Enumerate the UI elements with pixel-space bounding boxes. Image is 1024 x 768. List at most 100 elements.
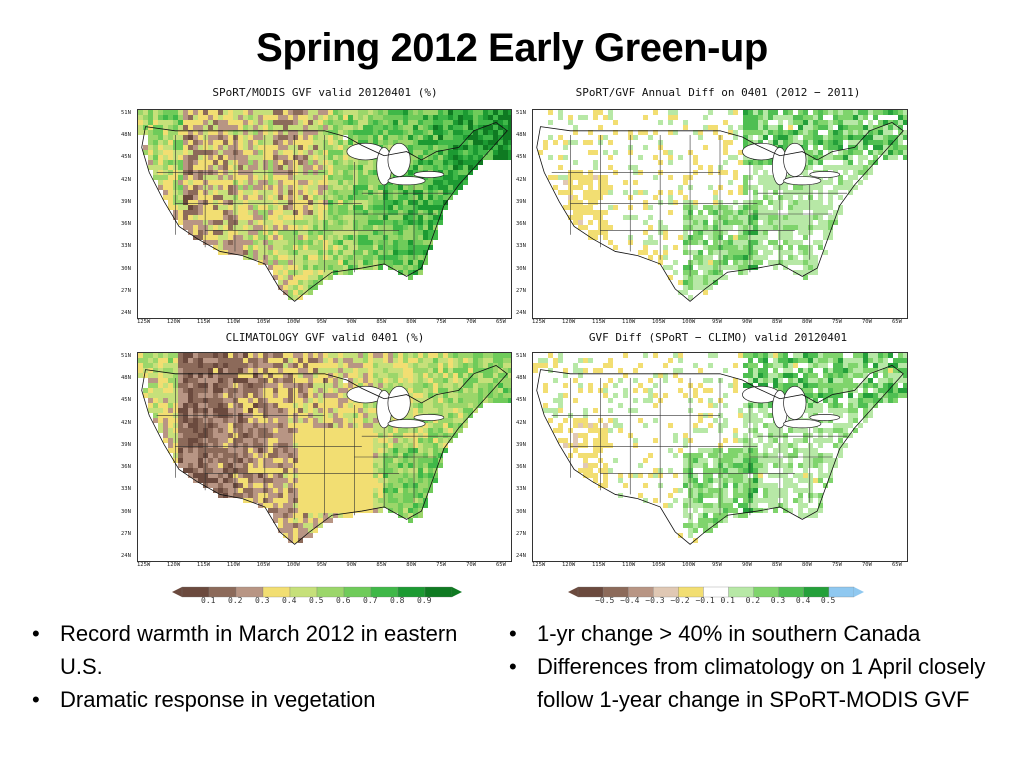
colorbar-tick-label: −0.4 [620,596,640,605]
bullet-item: • Dramatic response in vegetation [28,683,478,716]
colorbar-tick-label: −0.3 [645,596,665,605]
lon-label: 80W [802,562,812,568]
lon-label: 65W [496,562,506,568]
lon-label: 75W [436,562,447,568]
lon-label: 95W [712,319,722,325]
lat-label: 45N [516,397,526,404]
lon-label: 90W [742,319,752,325]
map-climatology-field [138,353,511,561]
bullet-dot-icon: • [509,654,517,679]
lon-label: 110W [226,562,240,568]
lat-label: 51N [121,353,131,359]
lon-label: 65W [496,319,506,325]
lon-label: 115W [196,319,211,325]
lon-label: 65W [892,562,902,568]
colorbar-tick-label: 0.3 [770,596,786,605]
lon-label: 85W [376,562,387,568]
lon-label: 100W [682,319,696,325]
lat-label: 36N [516,464,526,471]
colorbar-tick-label: 0.2 [228,596,243,605]
lon-label: 80W [802,319,812,325]
lat-label: 45N [121,154,131,161]
colorbar-tick-label: 0.4 [282,596,297,605]
map-climo-diff-field [533,353,907,561]
lat-label: 48N [121,375,131,382]
colorbar-gvf: 0.1 0.2 0.3 0.4 0.5 0.6 0.7 0.8 0.9 [172,585,462,609]
map-title-gvf: SPoRT/MODIS GVF valid 20120401 (%) [212,86,438,99]
lon-label: 95W [316,319,327,325]
lat-label: 39N [516,198,526,205]
colorbar-tick-label: 0.8 [390,596,405,605]
bullet-text: Record warmth in March 2012 in eastern U… [60,621,458,679]
lat-label: 45N [121,397,131,404]
lat-label: 48N [516,375,526,382]
lon-label: 90W [346,319,357,325]
lon-label: 75W [436,319,447,325]
map-annual-diff [532,109,908,319]
lat-label: 42N [121,176,131,183]
lat-label: 39N [516,441,526,448]
lat-label: 27N [516,530,526,537]
lon-label: 70W [466,562,477,568]
lat-label: 33N [121,486,131,493]
bullet-item: • Differences from climatology on 1 April… [505,650,1005,716]
bullet-dot-icon: • [32,621,40,646]
lon-label: 120W [562,319,576,325]
map-title-climo-diff: GVF Diff (SPoRT − CLIMO) valid 20120401 [588,331,848,344]
lon-label: 70W [862,562,872,568]
colorbar-tick-label: 0.2 [745,596,761,605]
lon-label: 110W [226,319,240,325]
lat-label: 42N [516,176,526,183]
bullet-dot-icon: • [509,621,517,646]
bullet-text: Differences from climatology on 1 April … [537,654,986,712]
lon-label: 110W [622,319,636,325]
colorbar-diff: −0.5 −0.4 −0.3 −0.2 −0.1 0.1 0.2 0.3 0.4 0.5 [568,585,864,609]
bullet-text: 1-yr change > 40% in southern Canada [537,621,921,646]
colorbar-tick-label: −0.1 [695,596,715,605]
lon-label: 100W [682,562,696,568]
colorbar-diff-swatches [568,586,864,598]
lon-label: 70W [862,319,872,325]
colorbar-gvf-swatches [172,586,462,598]
lat-label: 42N [121,419,131,426]
lon-label: 70W [466,319,477,325]
lon-label: 80W [406,562,417,568]
lat-label: 36N [121,221,131,228]
lat-label: 24N [121,553,131,559]
colorbar-tick-label: 0.4 [795,596,811,605]
bullet-item: • Record warmth in March 2012 in eastern … [28,617,478,683]
lat-label: 24N [516,553,526,559]
lon-label: 100W [286,319,300,325]
colorbar-right-arrow [452,587,462,597]
lon-label: 125W [137,562,151,568]
bullet-list-right: • 1-yr change > 40% in southern Canada • D… [505,617,1005,716]
lat-label: 30N [121,508,131,515]
lon-label: 95W [712,562,722,568]
lon-label: 115W [592,319,606,325]
map-gvf-field [138,110,511,318]
slide-title: Spring 2012 Early Green-up [256,26,768,70]
lon-label: 120W [166,562,181,568]
lat-label: 42N [516,419,526,426]
lon-label: 90W [346,562,357,568]
lat-label: 30N [516,508,526,515]
lat-label: 48N [121,132,131,139]
lat-label: 24N [516,310,526,316]
lon-label: 90W [742,562,752,568]
lon-label: 125W [532,562,546,568]
lon-label: 120W [562,562,576,568]
lat-label: 51N [516,353,526,359]
bullet-text: Dramatic response in vegetation [60,687,376,712]
lon-label: 85W [772,562,782,568]
lat-label: 51N [121,110,131,116]
lon-label: 125W [137,319,151,325]
lon-label: 120W [166,319,181,325]
lat-label: 33N [121,243,131,250]
lon-label: 105W [652,562,666,568]
lat-label: 33N [516,486,526,493]
colorbar-tick-label: 0.1 [201,596,216,605]
lat-label: 51N [516,110,526,116]
map-title-annual-diff: SPoRT/GVF Annual Diff on 0401 (2012 − 20… [575,86,861,99]
colorbar-tick-label: 0.6 [336,596,351,605]
lat-label: 27N [121,530,131,537]
